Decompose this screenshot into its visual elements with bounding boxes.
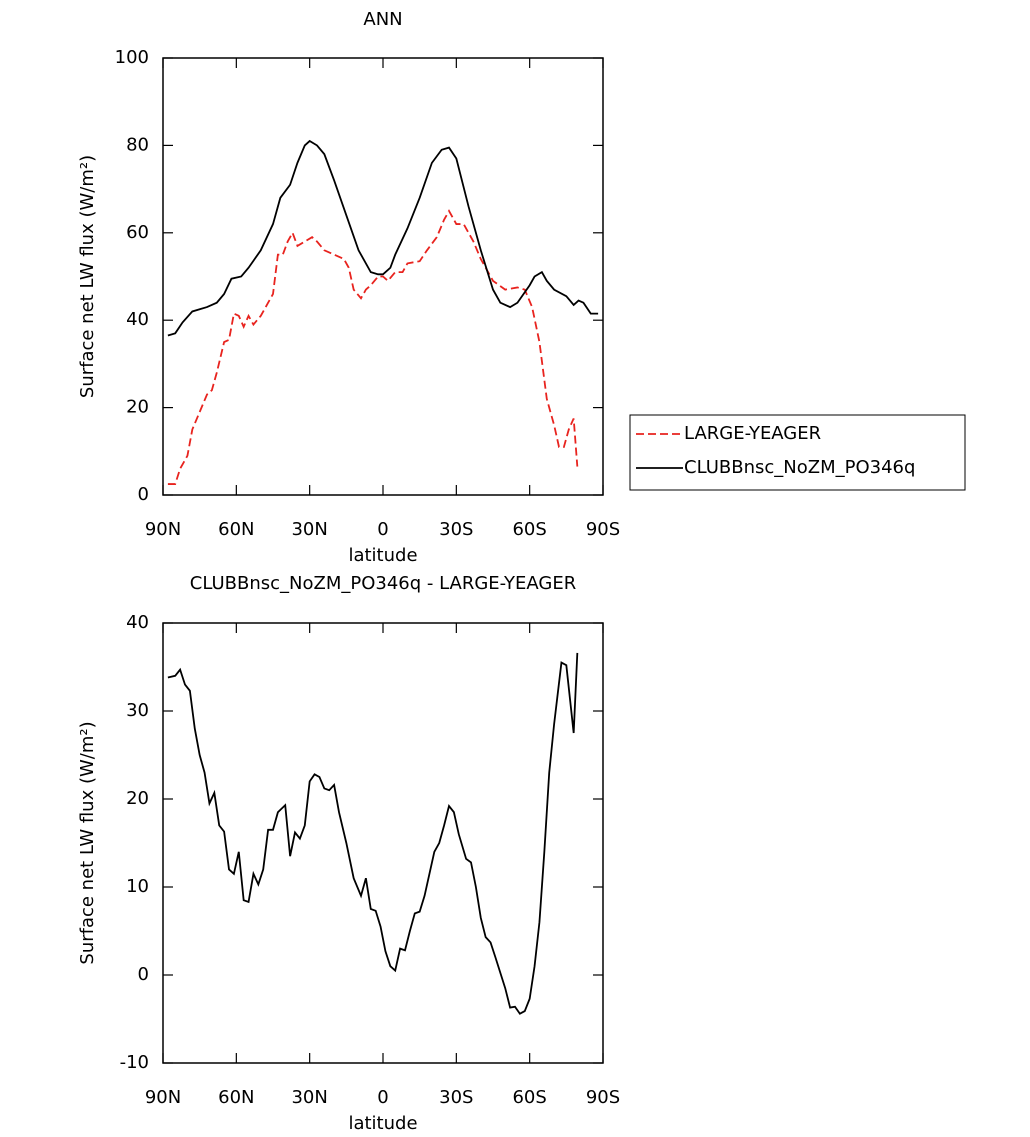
y-axis-label: Surface net LW flux (W/m²)	[77, 721, 98, 964]
y-tick-label: 40	[126, 612, 149, 633]
x-tick-label: 60N	[218, 519, 254, 540]
y-tick-label: -10	[120, 1052, 149, 1073]
y-tick-label: 20	[126, 397, 149, 418]
y-axis-label: Surface net LW flux (W/m²)	[77, 155, 98, 398]
y-tick-label: 80	[126, 134, 149, 155]
x-tick-label: 30N	[291, 519, 327, 540]
y-tick-label: 100	[115, 47, 149, 68]
x-tick-label: 90N	[145, 1087, 181, 1108]
y-tick-label: 20	[126, 788, 149, 809]
y-tick-label: 10	[126, 876, 149, 897]
x-tick-label: 30S	[439, 1087, 473, 1108]
chart-title: ANN	[363, 9, 402, 30]
x-tick-label: 90N	[145, 519, 181, 540]
x-axis-label: latitude	[348, 1113, 417, 1134]
y-tick-label: 40	[126, 309, 149, 330]
x-tick-label: 30S	[439, 519, 473, 540]
x-tick-label: 90S	[586, 1087, 620, 1108]
x-tick-label: 60S	[512, 1087, 546, 1108]
legend-label: CLUBBnsc_NoZM_PO346q	[684, 457, 915, 478]
x-tick-label: 0	[377, 1087, 388, 1108]
y-tick-label: 30	[126, 700, 149, 721]
x-tick-label: 0	[377, 519, 388, 540]
y-tick-label: 60	[126, 222, 149, 243]
x-tick-label: 60N	[218, 1087, 254, 1108]
plot-frame	[162, 57, 604, 496]
plot-frame	[162, 622, 604, 1064]
x-tick-label: 90S	[586, 519, 620, 540]
y-tick-label: 0	[138, 484, 149, 505]
legend-box	[629, 414, 966, 491]
x-tick-label: 30N	[291, 1087, 327, 1108]
data-line	[167, 652, 579, 1015]
data-line	[167, 139, 599, 337]
chart-title: CLUBBnsc_NoZM_PO346q - LARGE-YEAGER	[190, 573, 576, 594]
x-axis-label: latitude	[348, 545, 417, 566]
y-tick-label: 0	[138, 964, 149, 985]
legend-label: LARGE-YEAGER	[684, 423, 821, 444]
x-tick-label: 60S	[512, 519, 546, 540]
data-line	[167, 209, 579, 485]
